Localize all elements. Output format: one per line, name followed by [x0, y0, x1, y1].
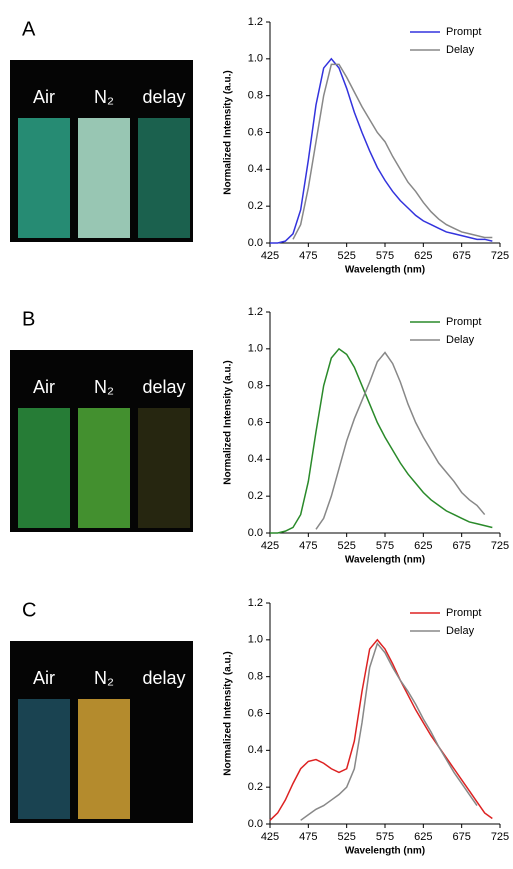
x-axis-label: Wavelength (nm)	[345, 846, 425, 857]
legend-label: Prompt	[446, 26, 481, 38]
x-tick-label: 425	[261, 540, 279, 552]
legend-label: Delay	[446, 44, 475, 56]
y-tick-label: 1.0	[248, 634, 263, 646]
photo-label: N₂	[94, 668, 114, 688]
x-axis-label: Wavelength (nm)	[345, 265, 425, 276]
y-tick-label: 1.0	[248, 53, 263, 65]
photo-label: Air	[33, 377, 55, 397]
x-tick-label: 725	[491, 831, 509, 843]
y-tick-label: 0.2	[248, 200, 263, 212]
y-tick-label: 1.2	[248, 16, 263, 28]
x-tick-label: 575	[376, 540, 394, 552]
y-axis-label: Normalized Intensity (a.u.)	[223, 360, 234, 484]
y-tick-label: 0.6	[248, 126, 263, 138]
y-tick-label: 0.4	[248, 744, 263, 756]
series-line	[270, 57, 493, 244]
x-axis-label: Wavelength (nm)	[345, 555, 425, 566]
y-tick-label: 1.2	[248, 306, 263, 318]
y-tick-label: 0.2	[248, 490, 263, 502]
panel-label: B	[22, 308, 35, 330]
photo-label: delay	[142, 87, 185, 107]
vial	[18, 408, 70, 528]
photo-label: Air	[33, 668, 55, 688]
x-tick-label: 425	[261, 250, 279, 262]
photo-label: N₂	[94, 377, 114, 397]
photo-label: delay	[142, 377, 185, 397]
x-tick-label: 725	[491, 540, 509, 552]
series-line	[315, 351, 486, 530]
x-tick-label: 675	[452, 250, 470, 262]
y-axis-label: Normalized Intensity (a.u.)	[223, 70, 234, 194]
y-tick-label: 0.8	[248, 671, 263, 683]
vial	[138, 699, 190, 819]
legend-label: Prompt	[446, 607, 481, 619]
x-tick-label: 475	[299, 250, 317, 262]
y-tick-label: 0.2	[248, 781, 263, 793]
x-tick-label: 625	[414, 540, 432, 552]
y-tick-label: 0.0	[248, 527, 263, 539]
x-tick-label: 625	[414, 831, 432, 843]
x-tick-label: 625	[414, 250, 432, 262]
panel-label: C	[22, 599, 36, 621]
y-tick-label: 0.4	[248, 453, 263, 465]
vial	[138, 408, 190, 528]
x-tick-label: 425	[261, 831, 279, 843]
photo-label: Air	[33, 87, 55, 107]
y-tick-label: 0.8	[248, 90, 263, 102]
photo-label: delay	[142, 668, 185, 688]
y-tick-label: 1.0	[248, 343, 263, 355]
legend-label: Delay	[446, 334, 475, 346]
x-tick-label: 725	[491, 250, 509, 262]
series-line	[270, 347, 493, 534]
y-axis-label: Normalized Intensity (a.u.)	[223, 651, 234, 775]
y-tick-label: 0.8	[248, 380, 263, 392]
series-line	[269, 638, 493, 821]
y-tick-label: 0.6	[248, 416, 263, 428]
x-tick-label: 675	[452, 540, 470, 552]
vial	[18, 699, 70, 819]
x-tick-label: 525	[337, 831, 355, 843]
vial	[18, 118, 70, 238]
series-line	[292, 63, 493, 240]
vial	[78, 118, 130, 238]
y-tick-label: 0.0	[248, 818, 263, 830]
x-tick-label: 575	[376, 831, 394, 843]
y-tick-label: 1.2	[248, 597, 263, 609]
x-tick-label: 475	[299, 540, 317, 552]
x-tick-label: 575	[376, 250, 394, 262]
x-tick-label: 475	[299, 831, 317, 843]
y-tick-label: 0.0	[248, 237, 263, 249]
vial	[138, 118, 190, 238]
y-tick-label: 0.6	[248, 707, 263, 719]
x-tick-label: 675	[452, 831, 470, 843]
legend-label: Prompt	[446, 316, 481, 328]
panel-label: A	[22, 18, 36, 40]
vial	[78, 699, 130, 819]
x-tick-label: 525	[337, 250, 355, 262]
legend-label: Delay	[446, 625, 475, 637]
y-tick-label: 0.4	[248, 163, 263, 175]
photo-label: N₂	[94, 87, 114, 107]
vial	[78, 408, 130, 528]
series-line	[300, 641, 478, 821]
x-tick-label: 525	[337, 540, 355, 552]
